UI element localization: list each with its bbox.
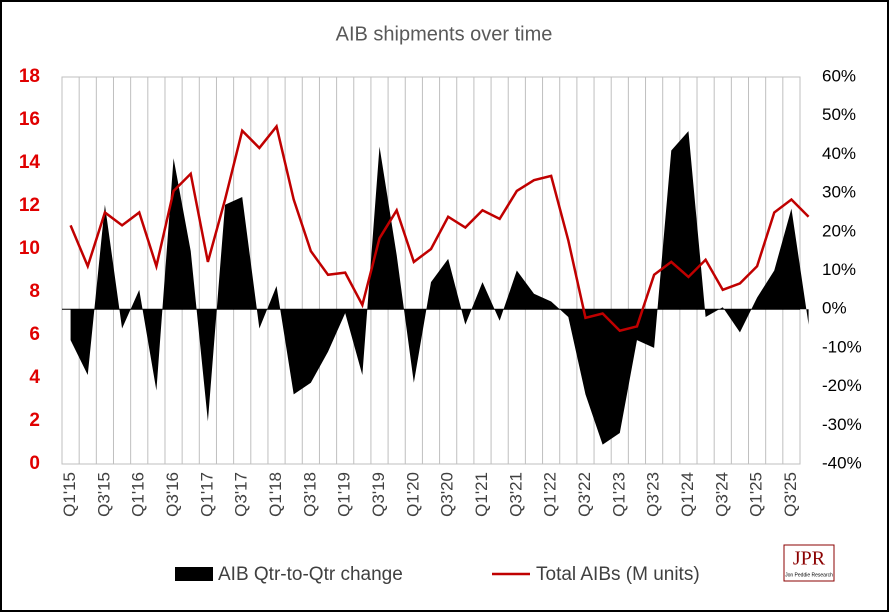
- y2-tick-label: -40%: [822, 453, 862, 472]
- x-tick-label: Q1'19: [335, 472, 354, 517]
- line: [69, 123, 810, 333]
- y-tick-label: 12: [19, 195, 40, 216]
- y-tick-label: 8: [29, 281, 40, 302]
- y-tick-label: 14: [19, 152, 41, 173]
- x-tick-label: Q3'20: [438, 472, 457, 517]
- y2-tick-label: -10%: [822, 337, 862, 356]
- x-tick-label: Q3'18: [300, 472, 319, 517]
- x-tick-label: Q3'16: [163, 472, 182, 517]
- y-tick-label: 10: [19, 238, 40, 259]
- y2-tick-label: 10%: [822, 260, 856, 279]
- x-tick-label: Q3'15: [94, 472, 113, 517]
- x-tick-label: Q1'24: [678, 472, 697, 517]
- y2-tick-label: -20%: [822, 376, 862, 395]
- x-tick-label: Q3'19: [369, 472, 388, 517]
- x-tick-label: Q1'15: [60, 472, 79, 517]
- x-tick-label: Q3'17: [232, 472, 251, 517]
- y-tick-label: 2: [29, 410, 40, 431]
- y2-tick-label: 30%: [822, 183, 856, 202]
- y2-tick-label: 50%: [822, 105, 856, 124]
- area: [70, 131, 809, 445]
- x-tick-label: Q3'24: [712, 472, 731, 517]
- y-tick-label: 18: [19, 66, 40, 87]
- y-tick-label: 4: [29, 367, 40, 388]
- y-tick-label: 16: [19, 109, 40, 130]
- x-tick-label: Q1'20: [403, 472, 422, 517]
- y2-tick-label: 20%: [822, 221, 856, 240]
- logo-subtext: Jon Peddie Research: [785, 572, 833, 578]
- x-tick-label: Q1'18: [266, 472, 285, 517]
- x-tick-label: Q3'22: [575, 472, 594, 517]
- x-tick-label: Q1'22: [541, 472, 560, 517]
- x-tick-label: Q1'16: [129, 472, 148, 517]
- x-tick-label: Q3'25: [781, 472, 800, 517]
- y2-tick-label: 40%: [822, 144, 856, 163]
- chart-title: AIB shipments over time: [336, 23, 553, 45]
- x-tick-label: Q1'17: [197, 472, 216, 517]
- y2-tick-label: -30%: [822, 415, 862, 434]
- x-tick-label: Q1'21: [472, 472, 491, 517]
- y-tick-label: 0: [29, 453, 40, 474]
- x-tick-label: Q3'21: [506, 472, 525, 517]
- x-tick-label: Q1'25: [747, 472, 766, 517]
- legend-label: AIB Qtr-to-Qtr change: [218, 564, 403, 585]
- legend-label: Total AIBs (M units): [536, 564, 700, 585]
- y2-tick-label: 0%: [822, 299, 847, 318]
- y2-tick-label: 60%: [822, 66, 856, 85]
- x-tick-label: Q1'23: [609, 472, 628, 517]
- y-tick-label: 6: [29, 324, 40, 345]
- logo-text: JPR: [793, 548, 826, 570]
- legend-swatch: [175, 567, 213, 581]
- x-tick-label: Q3'23: [644, 472, 663, 517]
- logo-box: [783, 544, 835, 582]
